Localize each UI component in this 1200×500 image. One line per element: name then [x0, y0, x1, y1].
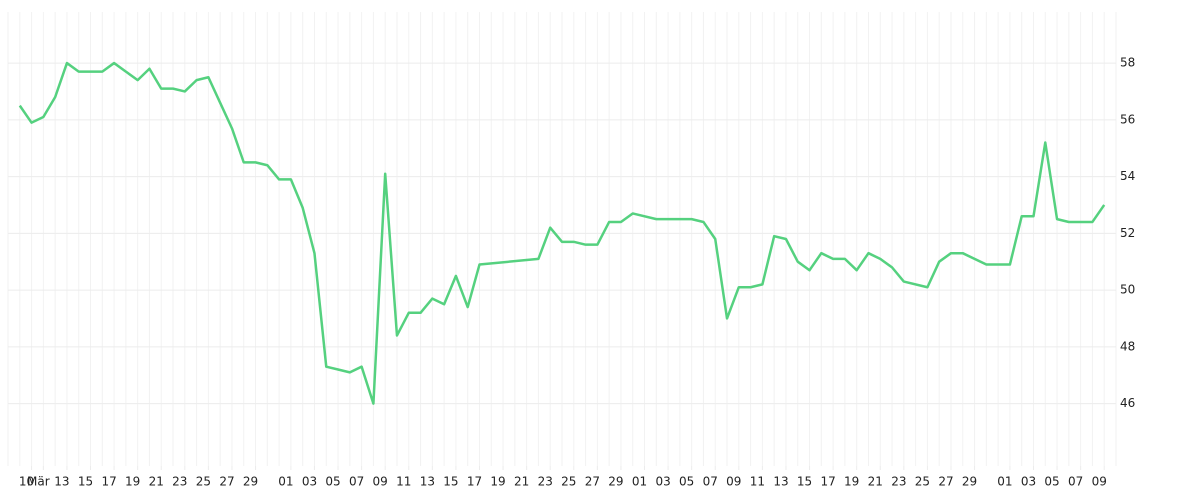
x-tick-label: 03: [1021, 475, 1036, 489]
y-tick-label: 54: [1120, 169, 1135, 183]
x-tick-label: 19: [125, 475, 140, 489]
x-tick-label: 10: [19, 475, 34, 489]
x-tick-label: 29: [608, 475, 623, 489]
x-tick-label: 17: [820, 475, 835, 489]
x-tick-label: 05: [679, 475, 694, 489]
x-tick-label: 11: [396, 475, 411, 489]
x-tick-label: 07: [349, 475, 364, 489]
y-tick-label: 56: [1120, 112, 1135, 126]
x-tick-label: 19: [844, 475, 859, 489]
x-tick-label: 05: [1044, 475, 1059, 489]
x-tick-label: 19: [490, 475, 505, 489]
x-tick-label: 13: [420, 475, 435, 489]
x-tick-label: 03: [302, 475, 317, 489]
x-tick-label: 17: [101, 475, 116, 489]
x-tick-label: 15: [78, 475, 93, 489]
x-tick-label: 29: [962, 475, 977, 489]
x-tick-label: 07: [1068, 475, 1083, 489]
x-tick-label: 23: [891, 475, 906, 489]
x-tick-label: 25: [561, 475, 576, 489]
x-tick-label: 15: [443, 475, 458, 489]
x-tick-label: 11: [750, 475, 765, 489]
x-tick-label: 09: [373, 475, 388, 489]
y-tick-label: 50: [1120, 283, 1135, 297]
x-tick-label: Mär: [27, 475, 50, 489]
x-tick-label: 03: [655, 475, 670, 489]
x-tick-label: 23: [538, 475, 553, 489]
y-tick-label: 48: [1120, 339, 1135, 353]
x-tick-label: 21: [149, 475, 164, 489]
x-tick-label: 21: [514, 475, 529, 489]
x-tick-label: 17: [467, 475, 482, 489]
x-tick-label: 27: [938, 475, 953, 489]
x-tick-label: 09: [726, 475, 741, 489]
x-tick-label: 13: [54, 475, 69, 489]
x-tick-label: 29: [243, 475, 258, 489]
x-tick-label: 13: [773, 475, 788, 489]
x-tick-label: 25: [196, 475, 211, 489]
x-tick-label: 07: [703, 475, 718, 489]
x-tick-label: 23: [172, 475, 187, 489]
x-tick-label: 01: [997, 475, 1012, 489]
y-tick-label: 52: [1120, 226, 1135, 240]
y-tick-label: 46: [1120, 396, 1135, 410]
x-tick-label: 25: [915, 475, 930, 489]
line: [18, 61, 1106, 405]
y-tick-label: 58: [1120, 56, 1135, 70]
x-tick-label: 27: [219, 475, 234, 489]
x-tick-label: 21: [868, 475, 883, 489]
x-tick-label: 05: [325, 475, 340, 489]
x-tick-label: 09: [1092, 475, 1107, 489]
x-tick-label: 27: [585, 475, 600, 489]
x-tick-label: 01: [278, 475, 293, 489]
x-tick-label: 15: [797, 475, 812, 489]
x-tick-label: 01: [632, 475, 647, 489]
